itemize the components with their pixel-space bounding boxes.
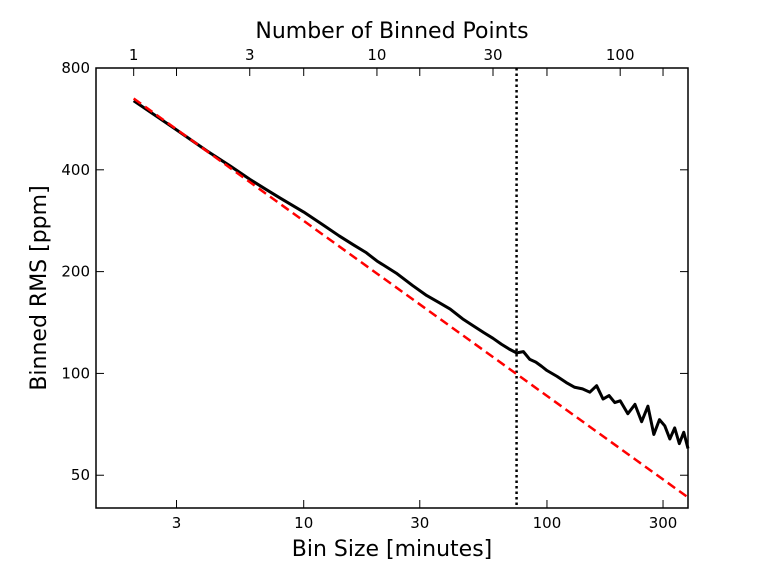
x-tick-label: 300: [649, 514, 678, 532]
x2-tick-label: 30: [483, 46, 502, 64]
x2-tick-label: 100: [606, 46, 635, 64]
y-tick-label: 200: [61, 263, 90, 281]
x-tick-label: 10: [294, 514, 313, 532]
rms-series-line: [132, 99, 690, 449]
y-tick-label: 100: [61, 364, 90, 382]
y-tick-label: 400: [61, 161, 90, 179]
x-tick-label: 3: [172, 514, 182, 532]
y-tick-label: 50: [71, 466, 90, 484]
x2-tick-label: 10: [367, 46, 386, 64]
tick-layer: 3 10 30 100 300 1 3 10 30 100 50 100 200 400 800: [61, 46, 688, 532]
series-layer: [132, 97, 690, 499]
plot-frame: [95, 67, 689, 509]
x-tick-label: 100: [533, 514, 562, 532]
x-tick-label: 30: [410, 514, 429, 532]
x2-tick-label: 1: [129, 46, 139, 64]
y-tick-label: 800: [61, 59, 90, 77]
fit-line-dashed: [132, 97, 689, 499]
x2-tick-label: 3: [245, 46, 255, 64]
x-axis-title: Bin Size [minutes]: [292, 537, 493, 562]
y-axis-title: Binned RMS [ppm]: [27, 185, 52, 390]
x2-axis-title: Number of Binned Points: [255, 19, 528, 44]
